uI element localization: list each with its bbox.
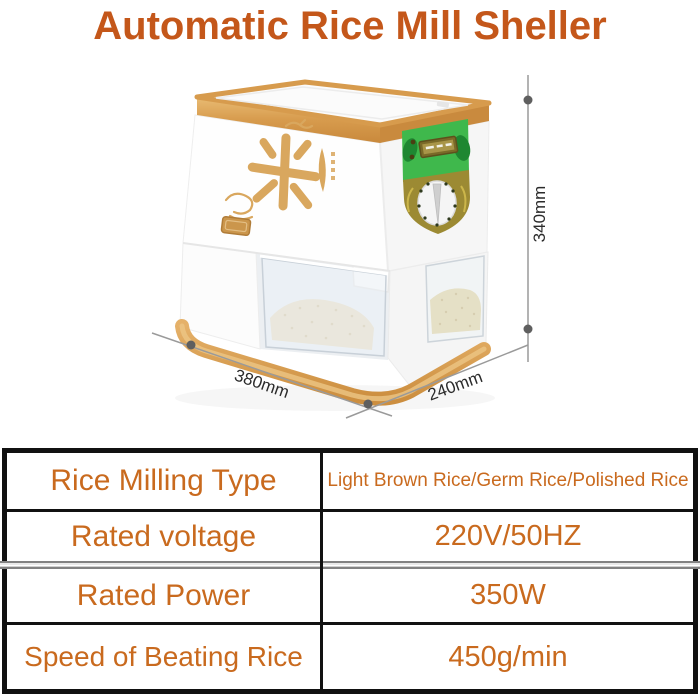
lid-rim-front	[197, 97, 380, 143]
depth-dimension-line	[345, 344, 529, 419]
cabinet-corner-edge	[379, 142, 389, 272]
table-row-rated-voltage: Rated voltage 220V/50HZ	[7, 512, 693, 561]
spec-value: 220V/50HZ	[434, 520, 582, 552]
spec-label: Rated Power	[7, 569, 323, 622]
lid-top-face	[194, 79, 492, 128]
column-divider-tick	[320, 561, 323, 569]
fish-motif	[284, 118, 314, 129]
drawer-top-lip	[259, 254, 389, 276]
spec-value: Light Brown Rice/Germ Rice/Polished Rice	[327, 470, 689, 491]
drawer-glass	[261, 257, 387, 357]
metallic-divider-row	[0, 561, 700, 569]
rice-character-glyph	[247, 133, 321, 211]
page-title: Automatic Rice Mill Sheller	[93, 4, 607, 48]
spec-value: 450g/min	[448, 640, 568, 673]
lid-molding-line	[215, 86, 469, 120]
front-decorations	[220, 118, 335, 237]
spec-value: 350W	[470, 579, 546, 611]
machine-lower-section	[175, 242, 491, 406]
panel-wheat-left	[406, 187, 414, 213]
side-plaque	[220, 215, 252, 237]
rice-texture	[283, 304, 366, 340]
pedestal-front	[179, 242, 261, 350]
product-dimension-diagram: 340mm 380mm 240mm	[151, 75, 549, 419]
rice-pod-motif	[318, 148, 326, 192]
panel-dial-marks	[417, 182, 457, 227]
panel-knob-bottom	[409, 154, 415, 160]
height-dimension-label: 340mm	[530, 186, 549, 243]
spec-label: Rated voltage	[7, 512, 323, 561]
table-row-milling-type: Rice Milling Type Light Brown Rice/Germ …	[7, 453, 693, 512]
control-panel	[402, 119, 471, 234]
panel-knob-top	[410, 139, 416, 145]
metallic-divider	[0, 561, 700, 569]
panel-display	[418, 135, 459, 159]
table-row-rated-power: Rated Power 350W	[7, 569, 693, 625]
lid-latch	[436, 101, 450, 108]
spec-label: Rice Milling Type	[7, 453, 323, 509]
base-gold-highlight	[179, 323, 487, 402]
dimension-dots	[186, 95, 533, 409]
cabinet-seam	[182, 242, 391, 272]
spec-table: Rice Milling Type Light Brown Rice/Germ …	[0, 448, 700, 694]
table-row-beating-speed: Speed of Beating Rice 450g/min	[7, 625, 693, 689]
panel-wheat-right	[460, 185, 467, 213]
bran-texture	[438, 292, 476, 328]
panel-leaf-right	[453, 135, 471, 161]
seal-text-column	[331, 152, 335, 180]
panel-dial-pointer	[432, 183, 442, 225]
bran-compartment-glass	[425, 255, 485, 343]
rice-pile	[270, 299, 374, 350]
spec-label: Speed of Beating Rice	[7, 625, 323, 689]
